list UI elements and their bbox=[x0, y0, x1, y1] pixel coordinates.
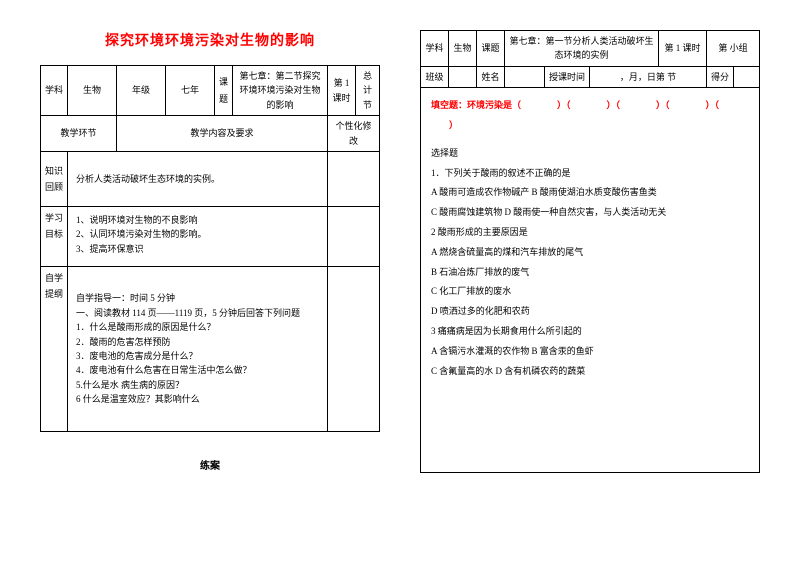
cell-grade: 七年 bbox=[165, 66, 214, 116]
cell-goal-content: 1、说明环境对生物的不良影响 2、认同环境污染对生物的影响。 3、提高环保意识 bbox=[68, 206, 328, 266]
right-content-area: 填空题：环境污染是（ ）（ ）（ ）（ ）（ ） 选择题 1．下列关于酸雨的叙述… bbox=[420, 88, 760, 473]
fill-blank-line2: ） bbox=[431, 116, 749, 136]
question-3-a: A 含镉污水灌溉的农作物 B 富含汞的鱼虾 bbox=[431, 342, 749, 362]
cell-empty bbox=[328, 206, 380, 266]
cell-content-label: 教学内容及要求 bbox=[116, 116, 327, 152]
left-page: 探究环境环境污染对生物的影响 学科 生物 年级 七年 课题 第七章：第二节探究环… bbox=[40, 30, 380, 547]
cell-total: 总计节 bbox=[356, 66, 380, 116]
question-2-a: A 燃烧含硫量高的煤和汽车排放的尾气 bbox=[431, 243, 749, 263]
cell-period: 第 1 课时 bbox=[328, 66, 356, 116]
cell-topic: 第七章：第一节分析人类活动破坏生态环境的实例 bbox=[505, 31, 659, 67]
choice-title: 选择题 bbox=[431, 144, 749, 164]
cell-custom-label: 个性化修改 bbox=[328, 116, 380, 152]
left-table: 学科 生物 年级 七年 课题 第七章：第二节探究环境环境污染对生物的影响 第 1… bbox=[40, 65, 380, 432]
table-row: 教学环节 教学内容及要求 个性化修改 bbox=[41, 116, 380, 152]
cell-study-label: 自学提纲 bbox=[41, 266, 68, 431]
cell-topic: 第七章：第二节探究环境环境污染对生物的影响 bbox=[233, 66, 328, 116]
table-row: 学科 生物 课题 第七章：第一节分析人类活动破坏生态环境的实例 第 1 课时 第… bbox=[421, 31, 760, 67]
cell-topic-label: 课题 bbox=[214, 66, 232, 116]
question-1-a: A 酸雨可造成农作物碱产 B 酸雨使湖泊水质变酸伤害鱼类 bbox=[431, 183, 749, 203]
document-title: 探究环境环境污染对生物的影响 bbox=[40, 30, 380, 50]
cell-topic-label: 课题 bbox=[477, 31, 505, 67]
question-1-b: C 酸雨腐蚀建筑物 D 酸雨使一种自然灾害，与人类活动无关 bbox=[431, 203, 749, 223]
cell-study-content: 自学指导一：时间 5 分钟 一、阅读教材 114 页——1119 页，5 分钟后… bbox=[68, 266, 328, 431]
cell-empty bbox=[328, 266, 380, 431]
cell-time-label: 授课时间 bbox=[545, 66, 590, 87]
question-2: 2 酸雨形成的主要原因是 bbox=[431, 223, 749, 243]
cell-class-label: 班级 bbox=[421, 66, 449, 87]
cell-name-label: 姓名 bbox=[477, 66, 505, 87]
table-row: 学科 生物 年级 七年 课题 第七章：第二节探究环境环境污染对生物的影响 第 1… bbox=[41, 66, 380, 116]
table-row: 知识回顾 分析人类活动破坏生态环境的实例。 bbox=[41, 151, 380, 206]
cell-section-label: 教学环节 bbox=[41, 116, 117, 152]
table-row: 学习目标 1、说明环境对生物的不良影响 2、认同环境污染对生物的影响。 3、提高… bbox=[41, 206, 380, 266]
cell-period: 第 1 课时 bbox=[658, 31, 706, 67]
right-table-header: 学科 生物 课题 第七章：第一节分析人类活动破坏生态环境的实例 第 1 课时 第… bbox=[420, 30, 760, 88]
cell-subject: 生物 bbox=[449, 31, 477, 67]
cell-group: 第 小组 bbox=[706, 31, 759, 67]
question-3-b: C 含氟量高的水 D 含有机磷农药的蔬菜 bbox=[431, 362, 749, 382]
cell-score bbox=[734, 66, 760, 87]
cell-score-label: 得分 bbox=[706, 66, 733, 87]
fill-blank-line1: 填空题：环境污染是（ ）（ ）（ ）（ ）（ bbox=[431, 96, 749, 116]
cell-subject-label: 学科 bbox=[41, 66, 68, 116]
cell-time: ，月，日第 节 bbox=[590, 66, 707, 87]
table-row: 班级 姓名 授课时间 ，月，日第 节 得分 bbox=[421, 66, 760, 87]
question-2-d: D 喷洒过多的化肥和农药 bbox=[431, 302, 749, 322]
cell-class bbox=[449, 66, 477, 87]
footer-label: 练案 bbox=[40, 457, 380, 472]
cell-goal-label: 学习目标 bbox=[41, 206, 68, 266]
cell-name bbox=[505, 66, 545, 87]
cell-subject: 生物 bbox=[68, 66, 117, 116]
question-2-c: C 化工厂排放的废水 bbox=[431, 282, 749, 302]
cell-subject-label: 学科 bbox=[421, 31, 449, 67]
table-row: 自学提纲 自学指导一：时间 5 分钟 一、阅读教材 114 页——1119 页，… bbox=[41, 266, 380, 431]
cell-review-label: 知识回顾 bbox=[41, 151, 68, 206]
right-page: 学科 生物 课题 第七章：第一节分析人类活动破坏生态环境的实例 第 1 课时 第… bbox=[420, 30, 760, 547]
cell-grade-label: 年级 bbox=[116, 66, 165, 116]
question-2-b: B 石油冶炼厂排放的废气 bbox=[431, 263, 749, 283]
cell-review-content: 分析人类活动破坏生态环境的实例。 bbox=[68, 151, 328, 206]
question-1: 1．下列关于酸雨的叙述不正确的是 bbox=[431, 164, 749, 184]
question-3: 3 痛痛病是因为长期食用什么所引起的 bbox=[431, 322, 749, 342]
cell-empty bbox=[328, 151, 380, 206]
